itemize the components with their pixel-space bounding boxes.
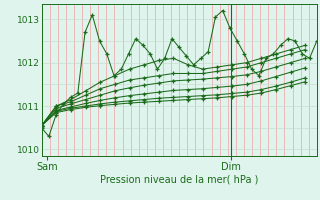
X-axis label: Pression niveau de la mer( hPa ): Pression niveau de la mer( hPa ): [100, 174, 258, 184]
